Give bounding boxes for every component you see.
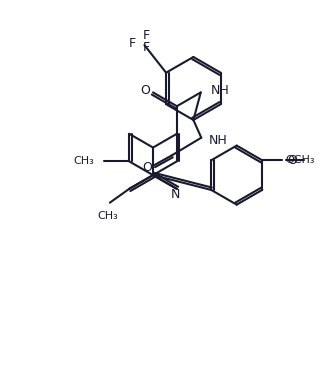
Text: CH₃: CH₃ <box>98 211 118 220</box>
Text: F: F <box>143 29 150 42</box>
Text: F: F <box>129 36 136 50</box>
Text: NH: NH <box>211 84 229 97</box>
Text: NH: NH <box>209 134 228 147</box>
Text: O: O <box>287 154 297 167</box>
Text: CH₃: CH₃ <box>74 156 95 166</box>
Text: O: O <box>140 84 150 97</box>
Text: N: N <box>171 188 181 201</box>
Text: F: F <box>143 41 150 54</box>
Text: OCH₃: OCH₃ <box>286 155 315 165</box>
Text: O: O <box>142 161 152 174</box>
